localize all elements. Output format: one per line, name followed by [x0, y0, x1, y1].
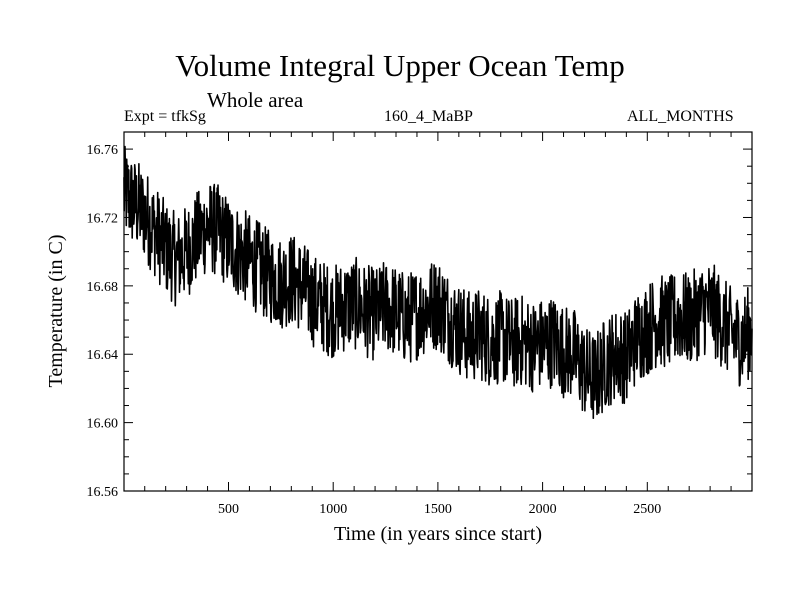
- x-tick-label: 2500: [633, 502, 661, 517]
- x-tick-label: 1500: [424, 502, 452, 517]
- y-tick-label: 16.64: [87, 348, 119, 363]
- x-tick-label: 1000: [319, 502, 347, 517]
- y-tick-label: 16.60: [87, 417, 119, 432]
- x-axis-label: Time (in years since start): [334, 523, 542, 545]
- months-label: ALL_MONTHS: [627, 108, 734, 125]
- chart-subtitle: Whole area: [207, 88, 304, 112]
- y-axis-label: Temperature (in C): [45, 235, 67, 388]
- x-tick-label: 500: [218, 502, 239, 517]
- y-tick-label: 16.72: [87, 211, 119, 226]
- temperature-series-line: [123, 145, 753, 420]
- y-tick-label: 16.76: [87, 143, 119, 158]
- y-tick-label: 16.68: [87, 280, 119, 295]
- experiment-label: Expt = tfkSg: [124, 108, 206, 125]
- chart-title: Volume Integral Upper Ocean Temp: [175, 48, 625, 83]
- x-tick-label: 2000: [529, 502, 557, 517]
- run-label: 160_4_MaBP: [384, 108, 473, 125]
- y-tick-label: 16.56: [87, 485, 119, 500]
